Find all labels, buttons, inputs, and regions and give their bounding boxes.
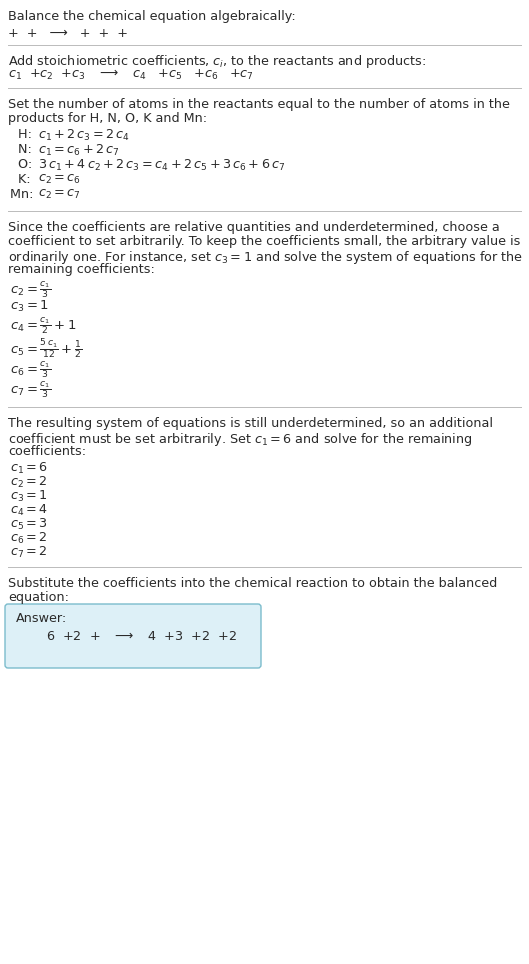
Text: $c_7 = 2$: $c_7 = 2$ [10,545,48,560]
Text: Mn:: Mn: [10,188,41,201]
Text: $c_2 = c_6$: $c_2 = c_6$ [38,173,81,186]
Text: $c_3 = 1$: $c_3 = 1$ [10,299,49,314]
Text: $c_3 = 1$: $c_3 = 1$ [10,489,48,504]
FancyBboxPatch shape [5,604,261,668]
Text: $c_6 = 2$: $c_6 = 2$ [10,531,48,546]
Text: $c_2 = 2$: $c_2 = 2$ [10,475,48,490]
Text: $c_5 = 3$: $c_5 = 3$ [10,517,48,532]
Text: $c_6 = \frac{c_1}{3}$: $c_6 = \frac{c_1}{3}$ [10,359,51,380]
Text: $c_2 = \frac{c_1}{3}$: $c_2 = \frac{c_1}{3}$ [10,279,51,300]
Text: Balance the chemical equation algebraically:: Balance the chemical equation algebraica… [8,10,296,23]
Text: Answer:: Answer: [16,612,67,625]
Text: $c_7 = \frac{c_1}{3}$: $c_7 = \frac{c_1}{3}$ [10,379,51,400]
Text: +  +   ⟶   +  +  +: + + ⟶ + + + [8,27,128,40]
Text: $c_1 + 2\,c_3 = 2\,c_4$: $c_1 + 2\,c_3 = 2\,c_4$ [38,128,130,143]
Text: remaining coefficients:: remaining coefficients: [8,263,155,276]
Text: Substitute the coefficients into the chemical reaction to obtain the balanced: Substitute the coefficients into the che… [8,577,497,590]
Text: $c_4 = \frac{c_1}{2} + 1$: $c_4 = \frac{c_1}{2} + 1$ [10,315,76,336]
Text: K:: K: [10,173,39,186]
Text: coefficient to set arbitrarily. To keep the coefficients small, the arbitrary va: coefficient to set arbitrarily. To keep … [8,235,521,248]
Text: The resulting system of equations is still underdetermined, so an additional: The resulting system of equations is sti… [8,417,493,430]
Text: $c_1 = c_6 + 2\,c_7$: $c_1 = c_6 + 2\,c_7$ [38,143,120,158]
Text: $c_1$  +$c_2$  +$c_3$   $\longrightarrow$   $c_4$   +$c_5$   +$c_6$   +$c_7$: $c_1$ +$c_2$ +$c_3$ $\longrightarrow$ $c… [8,68,254,82]
Text: O:: O: [10,158,40,171]
Text: N:: N: [10,143,40,156]
Text: Set the number of atoms in the reactants equal to the number of atoms in the: Set the number of atoms in the reactants… [8,98,510,111]
Text: 6  +2  +   $\longrightarrow$   4  +3  +2  +2: 6 +2 + $\longrightarrow$ 4 +3 +2 +2 [46,630,237,643]
Text: $c_4 = 4$: $c_4 = 4$ [10,503,48,518]
Text: $c_5 = \frac{5\,c_1}{12} + \frac{1}{2}$: $c_5 = \frac{5\,c_1}{12} + \frac{1}{2}$ [10,337,83,361]
Text: ordinarily one. For instance, set $c_3 = 1$ and solve the system of equations fo: ordinarily one. For instance, set $c_3 =… [8,249,523,266]
Text: Add stoichiometric coefficients, $c_i$, to the reactants and products:: Add stoichiometric coefficients, $c_i$, … [8,53,426,70]
Text: $c_1 = 6$: $c_1 = 6$ [10,461,48,476]
Text: coefficients:: coefficients: [8,445,86,458]
Text: coefficient must be set arbitrarily. Set $c_1 = 6$ and solve for the remaining: coefficient must be set arbitrarily. Set… [8,431,472,448]
Text: $3\,c_1 + 4\,c_2 + 2\,c_3 = c_4 + 2\,c_5 + 3\,c_6 + 6\,c_7$: $3\,c_1 + 4\,c_2 + 2\,c_3 = c_4 + 2\,c_5… [38,158,285,174]
Text: Since the coefficients are relative quantities and underdetermined, choose a: Since the coefficients are relative quan… [8,221,500,234]
Text: equation:: equation: [8,591,69,604]
Text: products for H, N, O, K and Mn:: products for H, N, O, K and Mn: [8,112,207,125]
Text: $c_2 = c_7$: $c_2 = c_7$ [38,188,81,201]
Text: H:: H: [10,128,40,141]
